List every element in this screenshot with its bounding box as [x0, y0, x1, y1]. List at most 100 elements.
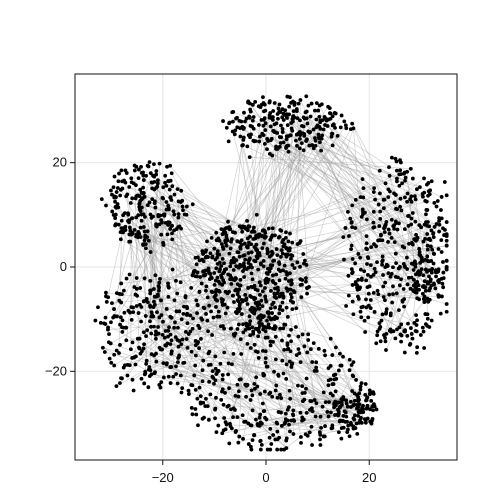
data-point	[444, 238, 449, 243]
data-point	[408, 197, 413, 202]
data-point	[136, 311, 141, 315]
data-point	[193, 388, 198, 392]
data-point	[344, 304, 348, 308]
data-point	[272, 130, 277, 134]
data-point	[161, 213, 166, 217]
edge-line	[170, 366, 291, 432]
data-point	[274, 121, 279, 126]
data-point	[304, 109, 309, 114]
data-point	[390, 155, 394, 160]
data-point	[378, 217, 383, 221]
edge-line	[319, 105, 383, 241]
data-point	[339, 363, 344, 368]
data-point	[218, 267, 222, 272]
data-point	[368, 306, 373, 311]
data-point	[391, 224, 396, 229]
data-point	[174, 372, 178, 376]
data-point	[164, 183, 169, 188]
edge-line	[171, 340, 231, 427]
data-point	[260, 304, 265, 309]
edge-line	[254, 260, 430, 314]
data-point	[350, 299, 355, 304]
data-point	[364, 297, 368, 302]
edge-line	[116, 234, 168, 317]
data-point	[168, 178, 173, 183]
data-point	[283, 411, 288, 416]
data-point	[398, 168, 403, 173]
data-point	[174, 364, 178, 369]
data-point	[118, 315, 123, 320]
data-point	[301, 148, 306, 153]
data-point	[425, 312, 430, 317]
data-point	[195, 311, 199, 316]
data-point	[141, 346, 146, 351]
data-point	[263, 329, 268, 334]
data-point	[300, 418, 304, 423]
data-point	[344, 401, 349, 406]
data-point	[253, 386, 257, 391]
data-point	[418, 261, 423, 265]
data-point	[268, 390, 273, 395]
data-point	[270, 226, 275, 231]
data-point	[299, 141, 304, 146]
data-point	[124, 325, 129, 330]
edge-line	[139, 233, 227, 270]
data-point	[441, 285, 446, 290]
data-point	[421, 285, 426, 290]
data-point	[413, 197, 418, 202]
data-point	[241, 127, 246, 131]
data-point	[380, 238, 385, 243]
edge-line	[179, 355, 342, 366]
data-point	[391, 292, 395, 297]
data-point	[377, 224, 382, 228]
data-point	[423, 198, 428, 203]
data-point	[189, 285, 194, 290]
data-point	[304, 376, 309, 381]
data-point	[237, 254, 242, 259]
data-point	[399, 277, 403, 282]
data-point	[257, 280, 262, 285]
data-point	[432, 200, 437, 205]
data-point	[272, 101, 277, 105]
data-point	[141, 330, 146, 335]
data-point	[235, 327, 240, 331]
data-point	[384, 310, 389, 315]
data-point	[385, 264, 390, 269]
data-point	[175, 381, 180, 386]
data-point	[194, 262, 199, 267]
data-point	[118, 381, 122, 385]
data-point	[418, 333, 423, 337]
edge-line	[249, 117, 263, 307]
data-point	[188, 313, 193, 318]
data-point	[343, 123, 348, 128]
data-point	[346, 423, 351, 428]
data-point	[165, 341, 170, 346]
data-point	[216, 423, 221, 428]
edge-line	[353, 128, 367, 308]
data-point	[165, 164, 169, 169]
data-point	[402, 304, 406, 309]
data-point	[249, 284, 254, 289]
data-point	[356, 395, 361, 400]
data-point	[115, 314, 119, 319]
data-point	[361, 407, 365, 412]
data-point	[341, 425, 346, 430]
data-point	[245, 219, 249, 223]
data-point	[336, 412, 341, 416]
data-point	[214, 230, 219, 235]
data-point	[176, 344, 181, 349]
data-point	[355, 287, 360, 292]
data-point	[217, 314, 222, 319]
data-point	[122, 310, 127, 315]
data-point	[180, 204, 185, 209]
data-point	[231, 351, 236, 356]
data-point	[425, 316, 430, 321]
data-point	[244, 116, 249, 121]
data-point	[264, 364, 269, 369]
data-point	[153, 273, 158, 278]
data-point	[117, 171, 121, 176]
data-point	[154, 185, 159, 190]
data-point	[227, 227, 232, 232]
data-point	[414, 232, 418, 237]
